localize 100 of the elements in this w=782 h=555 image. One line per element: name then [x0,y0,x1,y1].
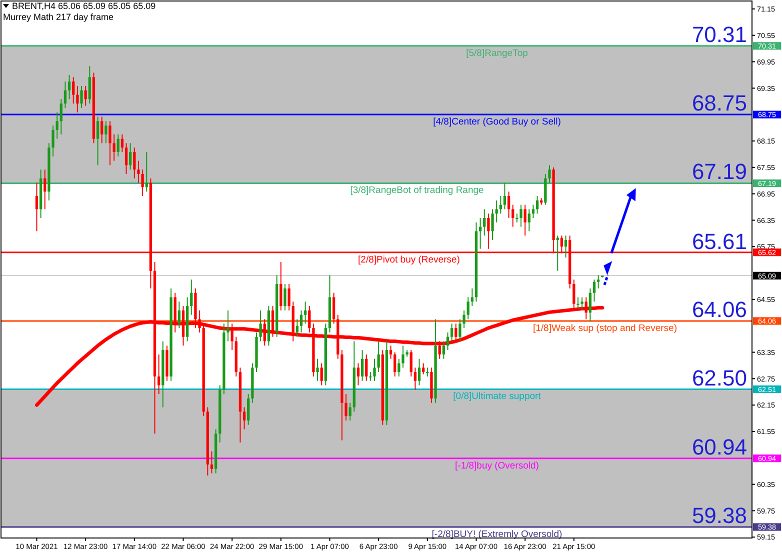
candlestick [259,310,262,342]
candlestick [592,279,596,302]
candlestick [158,354,160,395]
candlestick [365,354,368,382]
candlestick [133,147,136,179]
candlestick [332,292,336,324]
candlestick [120,134,124,152]
ref-line-label: [-1/8]buy (Oversold) [455,460,539,472]
ref-line-label: [5/8]RangeTop [466,48,528,59]
annotation: 59.38 [692,502,747,528]
candlestick [524,204,526,236]
candlestick [483,208,486,236]
candlestick [129,142,132,170]
candlestick [450,323,454,342]
ref-line-label: [1/8]Weak sup (stop and Reverse) [533,323,677,334]
annotation: 62.50 [692,366,747,391]
candlestick [178,301,180,329]
candlestick [263,318,266,346]
candlestick [597,274,600,289]
annotation: 68.75 [692,90,747,116]
candlestick [588,288,592,322]
candlestick [348,402,352,421]
candlestick [226,310,230,342]
candlestick [247,394,250,426]
candlestick [80,85,83,108]
candlestick [344,394,348,421]
candlestick [516,213,518,223]
candlestick [296,318,299,338]
candlestick [304,301,307,324]
candlestick [520,204,522,228]
candlestick [580,296,584,311]
candlestick [56,112,58,140]
candlestick [495,200,498,223]
candlestick [422,362,425,375]
ref-line-label: [2/8]Pivot buy (Reverse) [358,254,460,266]
candlestick [564,235,568,258]
candlestick [410,350,412,377]
candlestick [491,208,494,241]
candlestick [68,74,71,100]
chart-title: BRENT,H4 65.06 65.09 65.05 65.09 [12,1,156,11]
candlestick [507,191,510,218]
ref-line-label: [-2/8]BUY! (Extremly Oversold) [432,528,562,540]
candlestick [528,208,530,232]
candlestick [438,340,441,360]
candlestick [64,81,67,108]
candlestick [487,213,490,250]
candlestick [284,284,286,311]
candlestick [320,362,323,386]
candlestick [210,450,214,474]
candlestick [300,310,303,333]
candlestick [44,169,46,210]
candlestick [414,367,417,390]
candlestick [576,296,580,309]
candlestick [503,182,506,210]
candlestick [442,340,446,360]
candlestick [141,169,144,196]
candlestick [316,358,319,382]
candlestick [356,362,360,386]
ref-line-label: [4/8]Center (Good Buy or Sell) [433,116,561,128]
candlestick [426,367,429,377]
candlestick [112,134,116,162]
candlestick [84,85,87,106]
candlestick [108,120,112,166]
candlestick [137,160,140,184]
candlestick [96,116,100,166]
candlestick [389,345,392,360]
candlestick [418,358,421,386]
candlestick [198,310,201,333]
candlestick [72,76,75,104]
candlestick [190,279,193,316]
annotation: 64.06 [692,297,747,322]
candlestick [470,288,474,307]
candlestick [242,406,246,430]
candlestick [124,142,128,174]
candlestick [532,204,535,218]
candlestick [360,350,364,382]
candlestick [394,352,396,377]
candlestick [458,318,462,342]
candlestick [230,323,234,351]
text: Murrey Math 217 day frame [3,12,114,22]
candlestick [466,296,470,320]
annotation: 70.31 [692,22,747,47]
candlestick [373,358,376,382]
annotation: 65.61 [692,228,747,254]
candlestick [462,310,466,329]
ref-line-label: [3/8]RangeBot of trading Range [350,185,484,196]
candlestick [369,372,372,382]
candlestick [88,66,91,104]
candlestick [454,323,458,342]
candlestick [512,204,514,228]
candlestick [52,125,54,157]
annotation: 67.19 [692,159,747,184]
candlestick [377,340,380,373]
candlestick [104,120,108,144]
ref-line-label: [0/8]Ultimate support [453,391,542,402]
candlestick [280,262,282,311]
candlestick [402,345,404,368]
candlestick [60,98,62,135]
candlestick [76,85,79,113]
candlestick [536,195,539,214]
